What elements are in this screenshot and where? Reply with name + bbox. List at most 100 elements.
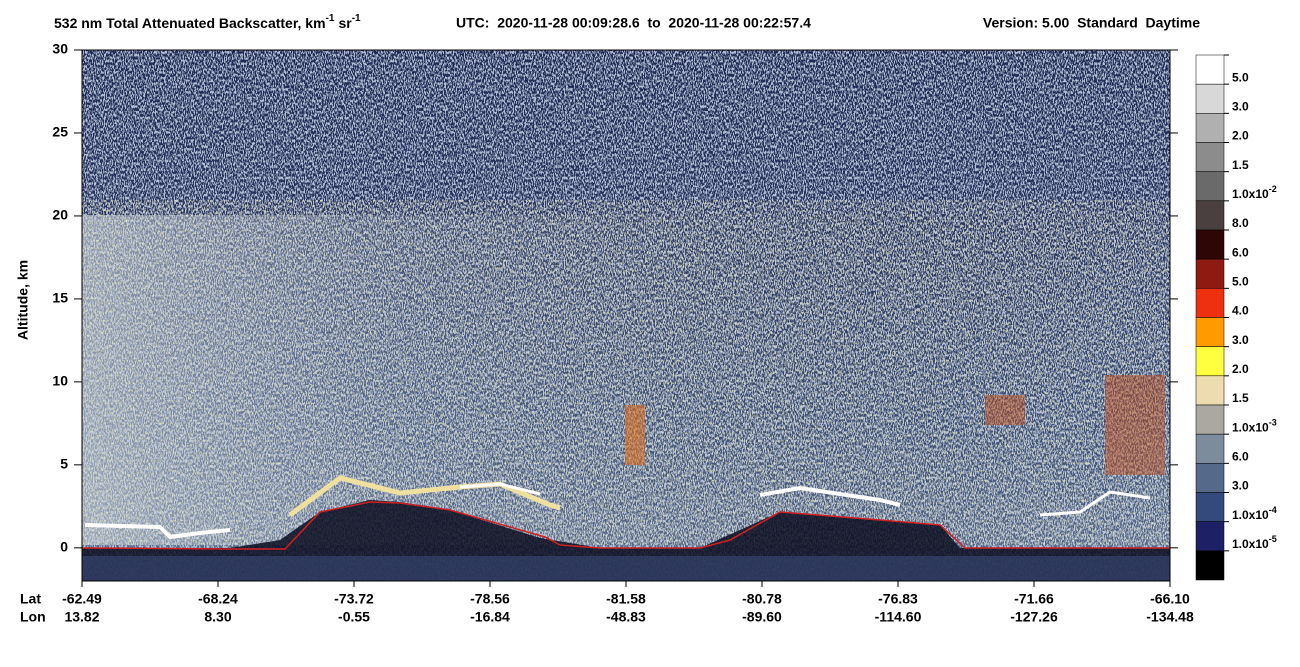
x-tick-label: -16.84 [470,609,510,625]
version: Version: 5.00 Standard Daytime [983,15,1200,31]
x-row-label: Lon [20,609,46,625]
x-tick-label: -68.24 [198,591,238,607]
x-tick-label: -0.55 [338,609,370,625]
cloud-patch [985,395,1025,425]
x-tick-label: -48.83 [606,609,646,625]
subsurface [82,556,1170,581]
y-tick-label: 20 [52,207,68,223]
y-tick-label: 25 [52,124,68,140]
colorbar-box [1195,463,1225,493]
colorbar-label: 1.5 [1232,158,1249,172]
title-sup: -1 [326,13,335,24]
y-tick-label: 10 [52,373,68,389]
cloud-edge [1039,490,1151,517]
title-sup: -1 [352,13,361,24]
cloud-patch [625,405,645,465]
colorbar-label-text: 2.0 [1232,362,1249,376]
colorbar-label-text: 2.0 [1232,129,1249,143]
colorbar-label: 3.0 [1232,100,1249,114]
colorbar-label: 5.0 [1232,71,1249,85]
colorbar-label: 8.0 [1232,216,1249,230]
backscatter-image [81,49,1171,582]
colorbar-label-text: 5.0 [1232,275,1249,289]
colorbar-label-text: 3.0 [1232,100,1249,114]
colorbar-box [1195,288,1225,318]
x-tick-label: -134.48 [1146,609,1194,625]
colorbar-label-text: 3.0 [1232,333,1249,347]
colorbar-box [1195,550,1225,581]
colorbar-label-text: 1.0x10 [1232,537,1269,551]
colorbar-box [1195,200,1225,231]
colorbar-label-exp: -5 [1269,534,1277,544]
colorbar-box [1195,142,1225,172]
colorbar-label: 1.0x10-3 [1232,418,1277,435]
colorbar-label-text: 1.5 [1232,158,1249,172]
colorbar-box [1195,404,1225,435]
y-axis-label: Altitude, km [15,260,31,340]
colorbar-label: 3.0 [1232,479,1249,493]
colorbar-box [1195,83,1225,114]
x-tick-label: -73.72 [334,591,374,607]
colorbar-label-text: 5.0 [1232,71,1249,85]
colorbar-label-text: 1.5 [1232,391,1249,405]
colorbar-label: 1.0x10-2 [1232,184,1277,201]
colorbar-box [1195,521,1225,552]
x-tick-label: -81.58 [606,591,646,607]
y-tick-label: 30 [52,41,68,57]
colorbar-label: 4.0 [1232,304,1249,318]
colorbar-label: 3.0 [1232,333,1249,347]
colorbar-label-text: 8.0 [1232,216,1249,230]
colorbar-box [1195,375,1225,406]
surface-line [81,501,1170,550]
y-tick-label: 15 [52,290,68,306]
colorbar-box [1195,258,1225,289]
colorbar-label: 1.0x10-4 [1232,505,1277,522]
colorbar-label-text: 6.0 [1232,246,1249,260]
colorbar-label-text: 1.0x10 [1232,187,1269,201]
x-tick-label: -80.78 [742,591,782,607]
utc: UTC: 2020-11-28 00:09:28.6 to 2020-11-28… [456,15,811,31]
colorbar-label-exp: -2 [1269,184,1277,194]
x-row-label: Lat [20,591,41,607]
chart-title: 532 nm Total Attenuated Backscatter, km-… [54,13,361,31]
colorbar-box [1195,346,1225,377]
colorbar-box [1195,229,1225,260]
colorbar-label-text: 6.0 [1232,450,1249,464]
colorbar-box [1195,113,1225,143]
colorbar-label-text: 3.0 [1232,479,1249,493]
x-tick-label: 13.82 [64,609,99,625]
colorbar-label: 6.0 [1232,246,1249,260]
image-noise-yellow [82,200,1170,545]
colorbar-label: 2.0 [1232,362,1249,376]
x-tick-label: -114.60 [875,609,922,625]
colorbar-label-text: 4.0 [1232,304,1249,318]
x-tick-label: -127.26 [1010,609,1058,625]
colorbar-label: 6.0 [1232,450,1249,464]
colorbar-box [1195,317,1225,347]
cloud-edge [759,485,901,507]
x-tick-label: -71.66 [1014,591,1054,607]
colorbar-label: 5.0 [1232,275,1249,289]
x-tick-label: -76.83 [878,591,918,607]
x-tick-label: -78.56 [470,591,510,607]
colorbar-label-exp: -3 [1269,418,1277,428]
colorbar-box [1195,54,1225,85]
cloud-edge [84,523,231,540]
colorbar-box [1195,492,1225,522]
colorbar-label-text: 1.0x10 [1232,421,1269,435]
colorbar-box [1195,433,1225,464]
colorbar-label: 1.0x10-5 [1232,534,1277,551]
y-tick-label: 0 [60,539,68,555]
y-tick-label: 5 [60,456,68,472]
colorbar-label: 2.0 [1232,129,1249,143]
x-tick-label: -66.10 [1150,591,1190,607]
colorbar-label-text: 1.0x10 [1232,508,1269,522]
cloud-edge [459,482,541,496]
colorbar-box [1195,171,1225,202]
title-mid: sr [338,15,352,31]
x-tick-label: -89.60 [742,609,782,625]
colorbar: 5.03.02.01.51.0x10-28.06.05.04.03.02.01.… [1195,54,1277,581]
x-tick-label: 8.30 [204,609,231,625]
colorbar-label: 1.5 [1232,391,1249,405]
